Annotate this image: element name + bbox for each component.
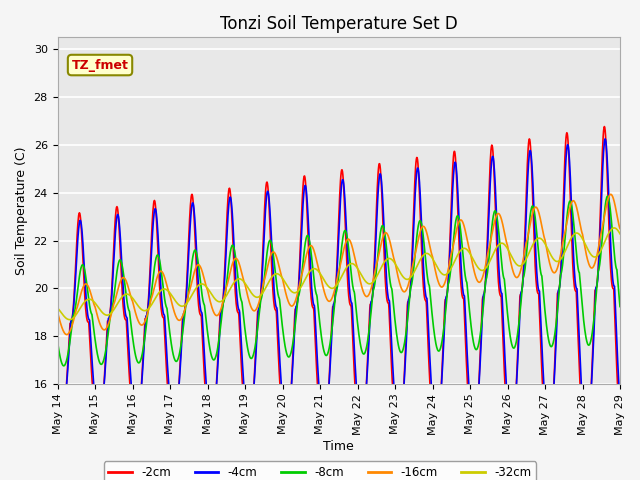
-32cm [166, 289, 173, 295]
-32cm [66, 317, 74, 323]
Y-axis label: Soil Temperature (C): Soil Temperature (C) [15, 146, 28, 275]
Line: -16cm: -16cm [58, 194, 620, 335]
Title: Tonzi Soil Temperature Set D: Tonzi Soil Temperature Set D [220, 15, 458, 33]
-16cm [63, 332, 70, 337]
-32cm [500, 241, 508, 247]
-4cm [179, 324, 186, 329]
-32cm [242, 282, 250, 288]
-2cm [549, 395, 557, 400]
-4cm [500, 324, 508, 330]
-4cm [602, 136, 609, 142]
-4cm [549, 396, 557, 402]
-4cm [616, 402, 624, 408]
-8cm [54, 339, 61, 345]
-8cm [427, 294, 435, 300]
-4cm [426, 359, 434, 364]
-8cm [179, 327, 187, 333]
-16cm [500, 227, 508, 233]
Legend: -2cm, -4cm, -8cm, -16cm, -32cm: -2cm, -4cm, -8cm, -16cm, -32cm [104, 461, 536, 480]
-2cm [600, 124, 608, 130]
-16cm [427, 246, 435, 252]
-8cm [242, 334, 250, 340]
-8cm [616, 304, 624, 310]
-8cm [166, 326, 173, 332]
X-axis label: Time: Time [323, 440, 354, 453]
Line: -32cm: -32cm [58, 228, 620, 320]
-8cm [500, 276, 508, 281]
-16cm [54, 310, 61, 315]
-4cm [242, 404, 250, 410]
-32cm [611, 225, 618, 231]
-16cm [607, 192, 614, 197]
Text: TZ_fmet: TZ_fmet [72, 59, 129, 72]
-16cm [550, 270, 557, 276]
-32cm [550, 256, 557, 262]
Line: -4cm: -4cm [58, 139, 620, 434]
-16cm [166, 291, 173, 297]
Line: -2cm: -2cm [58, 127, 620, 452]
-8cm [60, 363, 68, 369]
-32cm [427, 253, 435, 259]
-32cm [616, 231, 624, 237]
-2cm [165, 405, 173, 410]
-16cm [179, 312, 187, 318]
-2cm [426, 384, 434, 389]
-2cm [616, 428, 624, 433]
-32cm [54, 305, 61, 311]
-8cm [550, 338, 557, 344]
Line: -8cm: -8cm [58, 196, 620, 366]
-2cm [242, 424, 250, 430]
-16cm [242, 286, 250, 291]
-4cm [582, 432, 590, 437]
-16cm [616, 226, 624, 231]
-32cm [179, 303, 187, 309]
-2cm [179, 313, 186, 319]
-2cm [54, 415, 61, 420]
-4cm [165, 384, 173, 390]
-2cm [582, 449, 589, 455]
-8cm [604, 193, 611, 199]
-2cm [500, 349, 508, 355]
-4cm [54, 397, 61, 403]
